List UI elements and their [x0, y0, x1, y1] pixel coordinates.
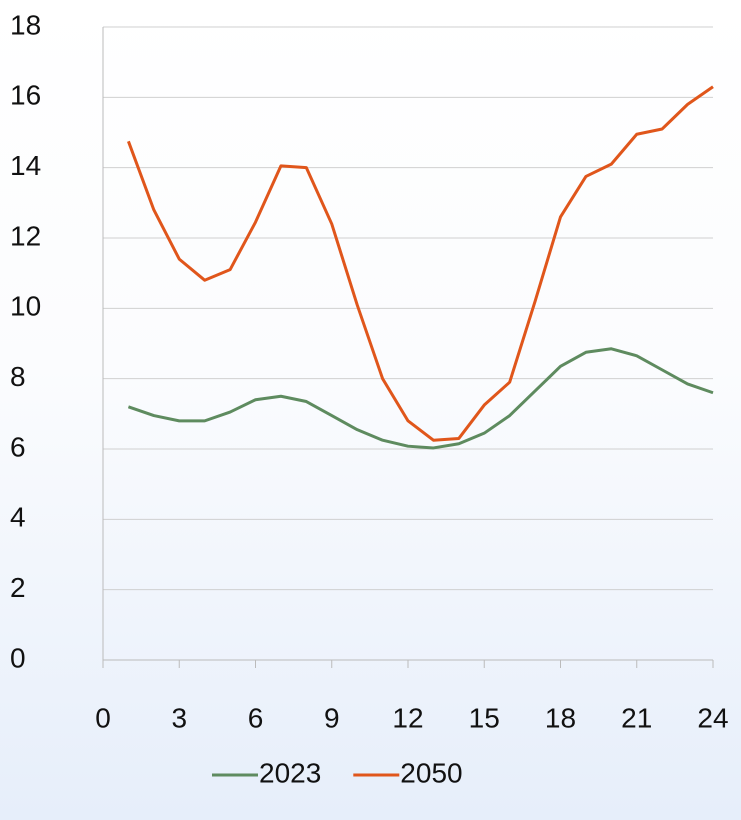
x-tick-label: 6	[248, 702, 264, 733]
series-line	[127, 347, 714, 450]
y-tick-label: 12	[10, 220, 41, 251]
y-tick-label: 0	[10, 642, 26, 673]
y-tick-label: 2	[10, 572, 26, 603]
y-tick-label: 16	[10, 80, 41, 111]
y-tick-label: 14	[10, 150, 41, 181]
series-line	[127, 85, 714, 442]
y-tick-label: 18	[10, 9, 41, 40]
y-tick-label: 6	[10, 431, 26, 462]
legend-label: 2023	[259, 757, 321, 788]
x-tick-label: 9	[324, 702, 340, 733]
x-tick-label: 24	[697, 702, 728, 733]
x-tick-label: 12	[392, 702, 423, 733]
x-tick-label: 18	[545, 702, 576, 733]
y-tick-label: 8	[10, 361, 26, 392]
legend-label: 2050	[400, 757, 462, 788]
y-tick-label: 4	[10, 502, 26, 533]
x-tick-label: 3	[171, 702, 187, 733]
x-tick-label: 21	[621, 702, 652, 733]
x-tick-label: 0	[95, 702, 111, 733]
y-tick-label: 10	[10, 291, 41, 322]
x-tick-label: 15	[469, 702, 500, 733]
